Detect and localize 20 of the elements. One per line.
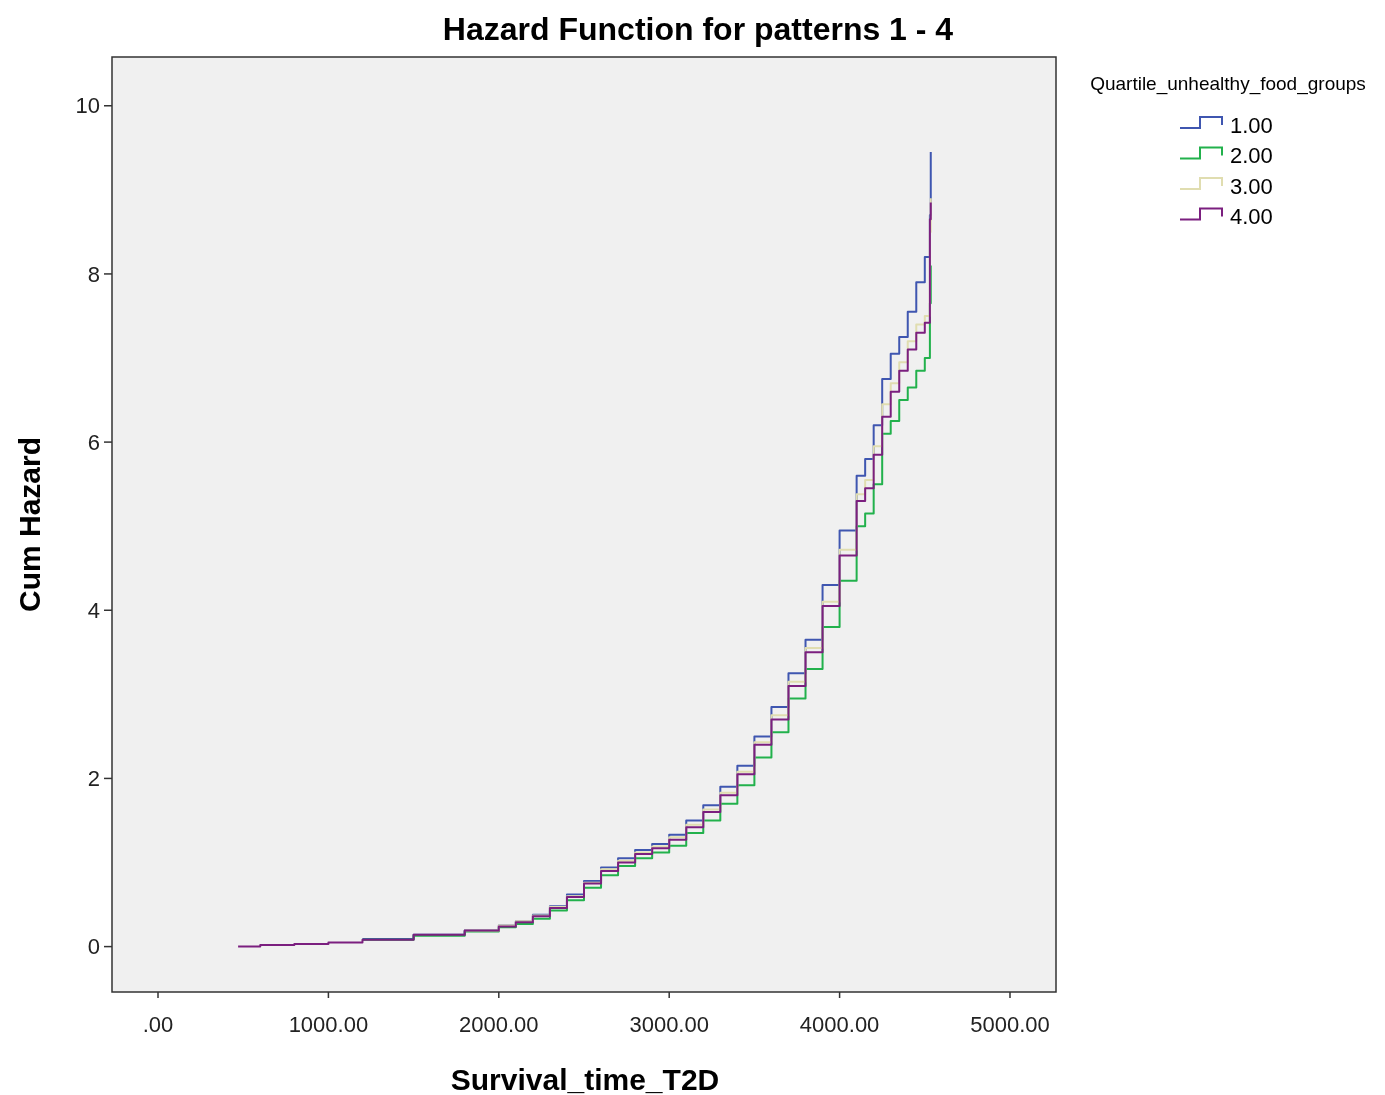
legend-label: 3.00	[1230, 173, 1273, 199]
y-tick-label: 6	[87, 429, 100, 455]
x-tick-label: 3000.00	[629, 1012, 709, 1037]
y-tick-label: 10	[75, 93, 100, 119]
y-tick-label: 0	[87, 934, 100, 960]
x-axis-title: Survival_time_T2D	[450, 1063, 720, 1095]
x-tick-label: .00	[142, 1012, 174, 1037]
y-tick-label: 4	[87, 597, 100, 623]
y-axis-title: Cum Hazard	[13, 436, 46, 613]
x-tick-label: 2000.00	[459, 1012, 539, 1037]
y-tick-label: 8	[87, 261, 100, 287]
x-tick-label: 1000.00	[288, 1012, 369, 1037]
legend-label: 4.00	[1230, 204, 1273, 230]
x-tick-label: 4000.00	[799, 1012, 880, 1037]
legend-title: Quartile_unhealthy_food_groups	[1090, 73, 1366, 95]
legend-label: 1.00	[1230, 112, 1273, 138]
x-tick-label: 5000.00	[970, 1012, 1050, 1037]
y-tick-label: 2	[87, 766, 100, 792]
legend-label: 2.00	[1230, 143, 1273, 169]
chart-title: Hazard Function for patterns 1 - 4	[442, 11, 954, 47]
